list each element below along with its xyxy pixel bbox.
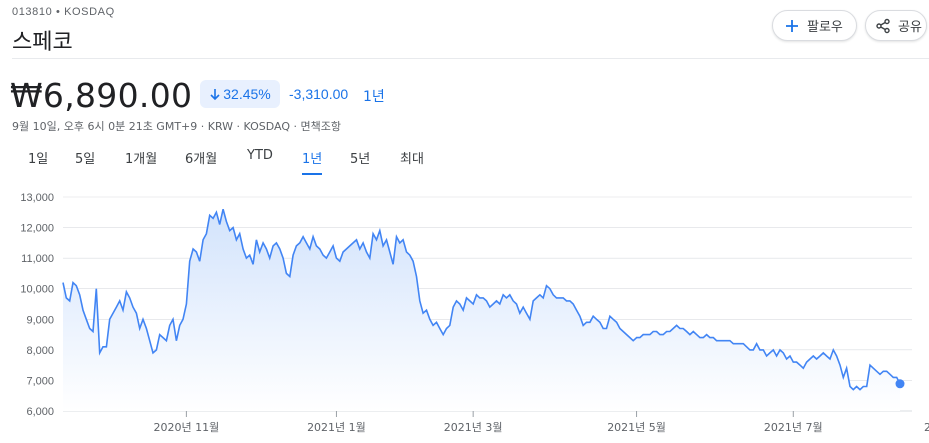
latest-price-marker <box>895 379 905 389</box>
current-price: ₩6,890.00 <box>10 76 193 115</box>
y-tick-label: 10,000 <box>20 284 54 296</box>
tab-1-day[interactable]: 1일 <box>28 152 49 167</box>
y-tick-label: 13,000 <box>20 192 54 204</box>
y-tick-label: 6,000 <box>26 406 54 418</box>
x-tick-label: 2020년 11월 <box>154 421 220 434</box>
tab-5-year[interactable]: 5년 <box>350 152 371 167</box>
share-button[interactable]: 공유 <box>865 10 927 41</box>
tab-6-month[interactable]: 6개월 <box>185 152 218 167</box>
quote-meta: 9월 10일, 오후 6시 0분 21초 GMT+9 · KRW · KOSDA… <box>12 120 342 133</box>
change-absolute: -3,310.00 <box>289 86 349 102</box>
arrow-down-icon <box>210 88 220 100</box>
y-tick-label: 11,000 <box>21 253 54 265</box>
company-name: 스페코 <box>12 30 73 55</box>
y-tick-label: 12,000 <box>20 223 54 235</box>
x-tick-label: 2021년 1월 <box>307 421 366 434</box>
range-tabs: 1일 5일 1개월 6개월 YTD 1년 5년 최대 <box>0 148 600 175</box>
x-tick-label: 2021년 7월 <box>764 421 823 434</box>
price-line <box>62 208 901 391</box>
tab-1-year[interactable]: 1년 <box>302 148 323 175</box>
y-tick-label: 7,000 <box>26 375 54 387</box>
share-label: 공유 <box>898 20 922 35</box>
price-area-fill <box>63 209 900 411</box>
ticker-exchange-label: 013810 • KOSDAQ <box>12 6 115 18</box>
price-chart[interactable]: 13,000 12,000 11,000 10,000 9,000 8,000 7,000 6… <box>0 180 929 443</box>
change-percent-badge: 32.45% <box>200 80 280 108</box>
tab-ytd[interactable]: YTD <box>247 148 273 163</box>
follow-button[interactable]: 팔로우 <box>772 10 857 41</box>
y-tick-label: 8,000 <box>26 345 54 357</box>
plus-icon <box>783 17 801 35</box>
follow-label: 팔로우 <box>807 20 843 35</box>
header-divider <box>12 58 929 59</box>
tab-1-month[interactable]: 1개월 <box>125 152 158 167</box>
y-tick-label: 9,000 <box>26 314 54 326</box>
x-tick-label: 2021년 3월 <box>444 421 503 434</box>
x-tick-label: 2021년 9월 <box>924 421 929 434</box>
x-tick-label: 2021년 5월 <box>607 421 666 434</box>
change-percent: 32.45% <box>223 86 271 102</box>
tab-max[interactable]: 최대 <box>400 152 424 167</box>
change-period: 1년 <box>363 89 385 105</box>
tab-5-day[interactable]: 5일 <box>75 152 96 167</box>
share-icon <box>874 17 892 35</box>
